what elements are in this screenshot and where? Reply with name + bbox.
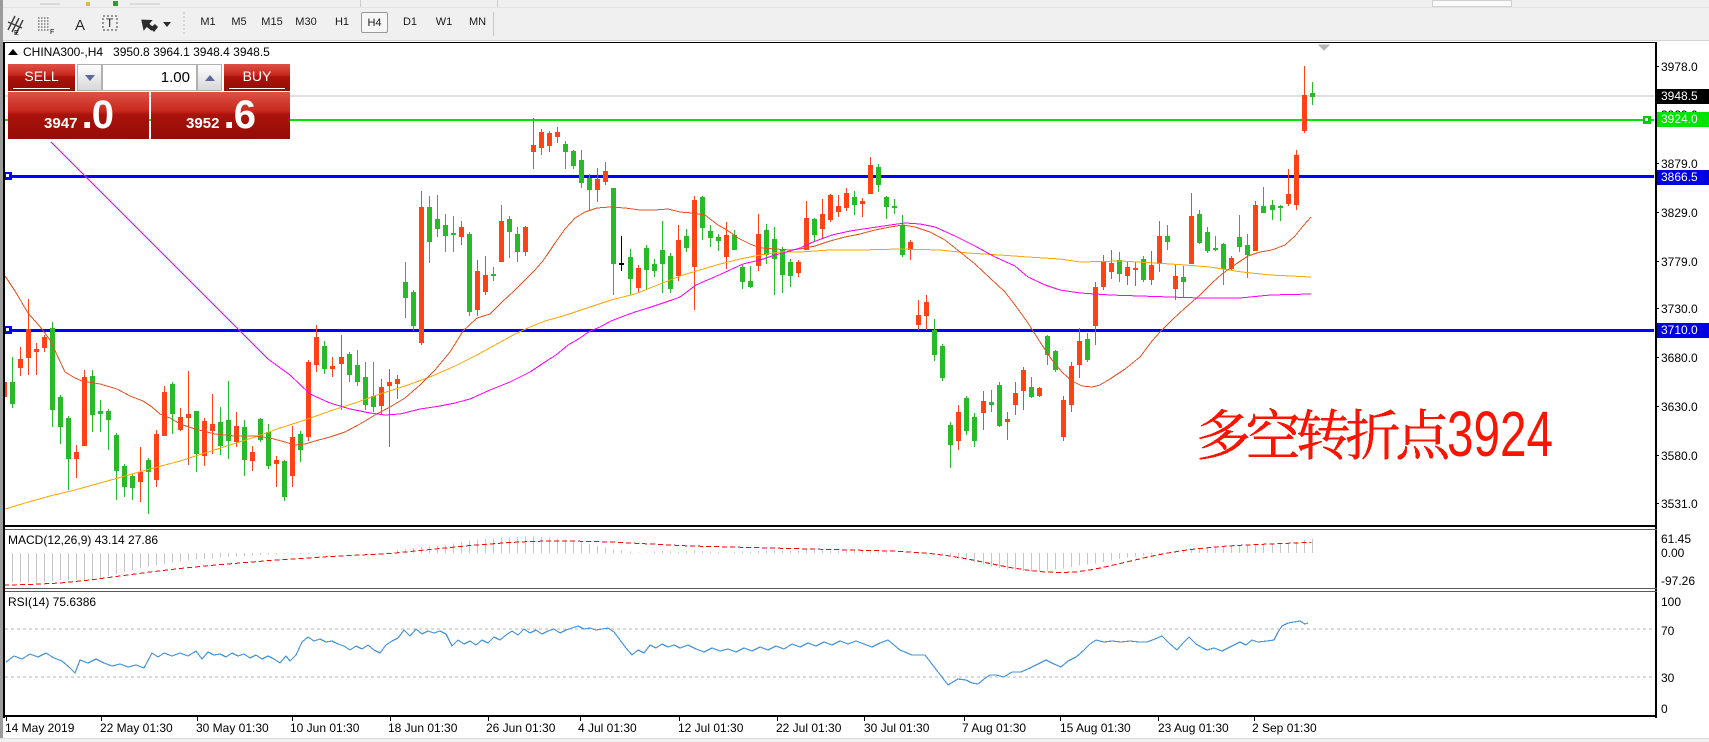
svg-text:3924: 3924 [1447, 398, 1553, 470]
svg-text:T: T [106, 16, 114, 30]
svg-text:F: F [50, 29, 54, 36]
svg-text:E: E [14, 30, 19, 37]
svg-text:A: A [75, 17, 85, 34]
